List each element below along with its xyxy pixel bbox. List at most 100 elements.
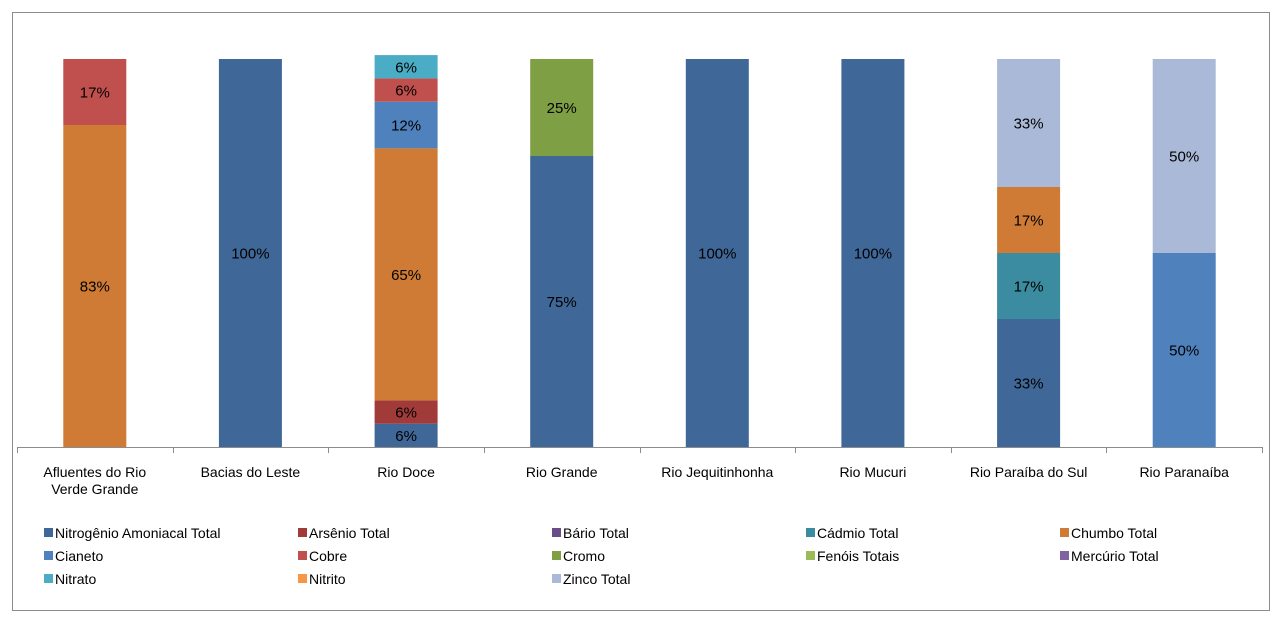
legend-item: Arsênio Total <box>298 525 390 541</box>
data-label: 75% <box>547 294 577 311</box>
bar-segment <box>374 78 438 102</box>
bar-segment <box>1152 59 1216 253</box>
legend-swatch <box>44 574 53 583</box>
legend-item: Cobre <box>298 548 347 564</box>
legend-label: Cianeto <box>55 548 103 564</box>
bar-stack: 75% 25% <box>530 59 594 447</box>
legend-swatch <box>552 574 561 583</box>
data-label: 17% <box>1014 213 1044 230</box>
bar-segment <box>374 101 438 149</box>
legend-item: Nitrogênio Amoniacal Total <box>44 525 221 541</box>
legend-item: Cromo <box>552 548 605 564</box>
category-label: Rio Jequitinhonha <box>661 464 773 480</box>
legend-item: Chumbo Total <box>1060 525 1157 541</box>
legend-item: Bário Total <box>552 525 629 541</box>
category-label: Afluentes do Rio <box>43 464 146 480</box>
legend-swatch <box>298 528 307 537</box>
legend-label: Nitrogênio Amoniacal Total <box>55 525 221 541</box>
legend-label: Nitrato <box>55 571 96 587</box>
data-label: 50% <box>1169 343 1199 360</box>
category-label: Bacias do Leste <box>201 464 301 480</box>
legend-label: Arsênio Total <box>309 525 390 541</box>
category-label: Rio Doce <box>377 464 435 480</box>
legend-item: Cádmio Total <box>806 525 898 541</box>
legend-label: Bário Total <box>563 525 629 541</box>
bar-segment <box>997 319 1061 447</box>
legend-label: Cromo <box>563 548 605 564</box>
chart-frame: 83% 17% 100% 6% 6% 65% 12% 6% 6% 75% 25% 100% 100% 33… <box>12 12 1270 611</box>
legend-swatch <box>1060 551 1069 560</box>
legend-item: Fenóis Totais <box>806 548 899 564</box>
data-label: 33% <box>1014 116 1044 133</box>
legend-label: Zinco Total <box>563 571 630 587</box>
legend-label: Mercúrio Total <box>1071 548 1159 564</box>
bar-segment <box>374 148 438 401</box>
data-label: 6% <box>395 428 417 445</box>
bar-stack: 33% 17% 17% 33% <box>997 59 1061 447</box>
legend-item: Nitrato <box>44 571 96 587</box>
legend-label: Cádmio Total <box>817 525 898 541</box>
bar-stack: 100% <box>685 59 749 447</box>
legend-swatch <box>298 551 307 560</box>
legend-swatch <box>44 551 53 560</box>
category-label: Verde Grande <box>51 481 138 497</box>
bar-stack: 100% <box>218 59 282 447</box>
bar-segment <box>997 59 1061 187</box>
category-label: Rio Paraíba do Sul <box>970 464 1088 480</box>
legend-swatch <box>806 528 815 537</box>
bar-stack: 100% <box>841 59 905 447</box>
bar-stack: 83% 17% <box>63 59 127 447</box>
data-label: 12% <box>391 118 421 135</box>
data-label: 25% <box>547 100 577 117</box>
legend-label: Nitrito <box>309 571 346 587</box>
bar-segment <box>63 125 127 447</box>
legend-swatch <box>552 551 561 560</box>
legend-label: Fenóis Totais <box>817 548 899 564</box>
data-label: 6% <box>395 59 417 76</box>
bar-segment <box>997 253 1061 319</box>
legend: Nitrogênio Amoniacal Total Arsênio Total B… <box>44 525 1159 587</box>
data-label: 33% <box>1014 376 1044 393</box>
data-label: 100% <box>854 246 892 263</box>
category-label: Rio Paranaíba <box>1139 464 1229 480</box>
legend-item: Cianeto <box>44 548 103 564</box>
legend-label: Cobre <box>309 548 347 564</box>
category-label: Rio Grande <box>526 464 598 480</box>
bar-segment <box>530 59 594 156</box>
bar-segment <box>997 187 1061 253</box>
bar-segment <box>374 400 438 424</box>
data-label: 83% <box>80 279 110 296</box>
data-label: 100% <box>698 246 736 263</box>
legend-swatch <box>1060 528 1069 537</box>
bar-stack: 6% 6% 65% 12% 6% 6% <box>374 55 438 447</box>
data-label: 6% <box>395 405 417 422</box>
bar-segment <box>218 59 282 447</box>
bar-stack: 50% 50% <box>1152 59 1216 447</box>
data-label: 65% <box>391 267 421 284</box>
data-label: 17% <box>1014 279 1044 296</box>
legend-swatch <box>44 528 53 537</box>
bar-segment <box>63 59 127 125</box>
data-label: 100% <box>231 246 269 263</box>
legend-label: Chumbo Total <box>1071 525 1157 541</box>
data-label: 6% <box>395 83 417 100</box>
legend-item: Zinco Total <box>552 571 630 587</box>
bar-segment <box>685 59 749 447</box>
bar-segment <box>374 423 438 447</box>
stacked-percent-bar-chart: 83% 17% 100% 6% 6% 65% 12% 6% 6% 75% 25% 100% 100% 33… <box>17 55 1263 587</box>
bars-layer: 83% 17% 100% 6% 6% 65% 12% 6% 6% 75% 25% 100% 100% 33… <box>63 55 1216 447</box>
legend-item: Mercúrio Total <box>1060 548 1159 564</box>
legend-item: Nitrito <box>298 571 346 587</box>
legend-swatch <box>806 551 815 560</box>
bar-segment <box>374 55 438 79</box>
legend-swatch <box>298 574 307 583</box>
bar-segment <box>530 156 594 447</box>
legend-swatch <box>552 528 561 537</box>
bar-segment <box>1152 253 1216 447</box>
data-label: 50% <box>1169 149 1199 166</box>
bar-segment <box>841 59 905 447</box>
data-label: 17% <box>80 85 110 102</box>
category-label: Rio Mucuri <box>839 464 906 480</box>
x-axis <box>17 447 1263 453</box>
